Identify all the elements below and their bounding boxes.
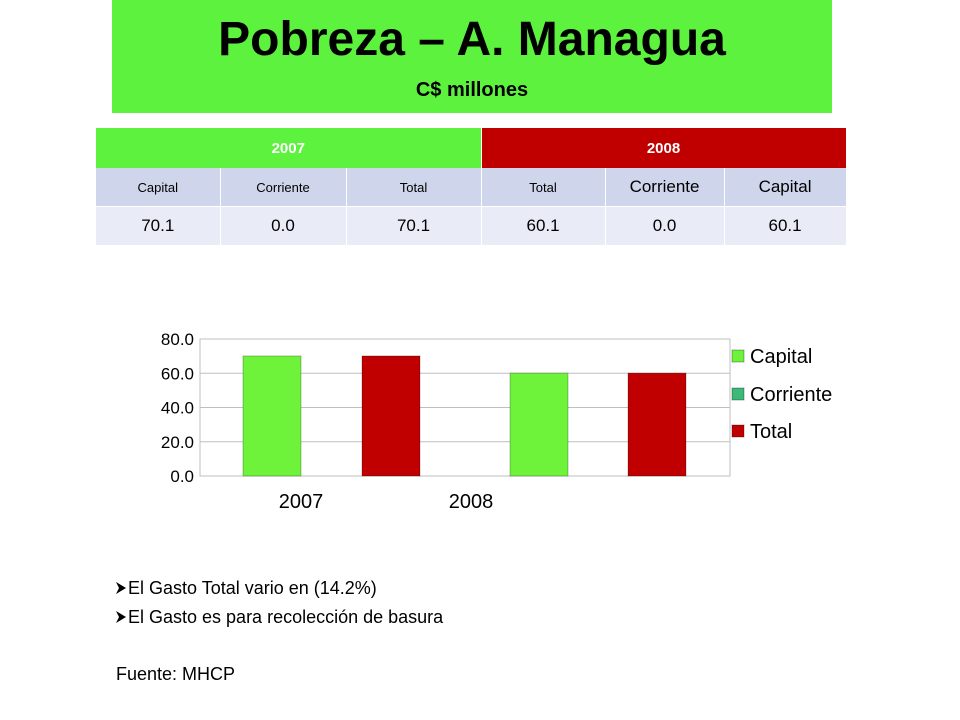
legend-label: Total <box>750 421 792 443</box>
subheader-cell: Total <box>346 168 482 207</box>
subheader-cell: Corriente <box>220 168 347 207</box>
y-tick-label: 80.0 <box>161 330 194 349</box>
year-2008-header: 2008 <box>481 128 847 168</box>
subheader-cell: Capital <box>96 168 221 207</box>
arrow-bullet-icon <box>116 574 126 603</box>
value-cell: 60.1 <box>724 206 847 245</box>
bullet-item: El Gasto Total vario en (14.2%) <box>116 574 443 603</box>
subheader-cell: Capital <box>724 168 847 207</box>
source-note: Fuente: MHCP <box>116 664 236 684</box>
title-banner: Pobreza – A. Managua C$ millones <box>112 0 832 113</box>
bar <box>509 372 569 477</box>
bar <box>242 355 302 477</box>
y-tick-label: 60.0 <box>161 364 194 383</box>
legend-label: Capital <box>750 346 812 368</box>
data-table: 2007 2008 Capital Corriente Total Total … <box>96 128 847 245</box>
legend-swatch <box>731 387 745 401</box>
value-cell: 70.1 <box>96 206 221 245</box>
bar <box>627 372 687 477</box>
bar <box>361 355 421 477</box>
value-cell: 70.1 <box>346 206 482 245</box>
table-subheader-row: Capital Corriente Total Total Corriente … <box>96 168 847 207</box>
value-cell: 60.1 <box>481 206 606 245</box>
bullet-item: El Gasto es para recolección de basura <box>116 603 443 632</box>
value-cell: 0.0 <box>220 206 347 245</box>
page-subtitle: C$ millones <box>415 79 529 101</box>
table-header-row: 2007 2008 <box>96 128 847 168</box>
arrow-bullet-icon <box>116 603 126 632</box>
y-tick-label: 0.0 <box>170 467 194 486</box>
bar-chart: 0.0 20.0 40.0 60.0 80.0 2007 2008 Capital Corrie… <box>161 330 832 513</box>
page-title: Pobreza – A. Managua <box>218 13 726 66</box>
subheader-cell: Corriente <box>605 168 725 207</box>
x-tick-label: 2008 <box>449 491 494 513</box>
y-tick-label: 20.0 <box>161 433 194 452</box>
bullet-list: El Gasto Total vario en (14.2%) El Gasto… <box>116 574 443 632</box>
table-value-row: 70.1 0.0 70.1 60.1 0.0 60.1 <box>96 206 847 245</box>
subheader-cell: Total <box>481 168 606 207</box>
value-cell: 0.0 <box>605 206 725 245</box>
year-2007-header: 2007 <box>96 128 482 168</box>
bullet-text: El Gasto es para recolección de basura <box>128 607 444 627</box>
legend-label: Corriente <box>750 384 832 406</box>
legend-swatch <box>731 424 745 438</box>
legend-swatch <box>731 349 745 363</box>
bullet-text: El Gasto Total vario en (14.2%) <box>128 578 377 598</box>
x-tick-label: 2007 <box>279 491 324 513</box>
y-tick-label: 40.0 <box>161 399 194 418</box>
